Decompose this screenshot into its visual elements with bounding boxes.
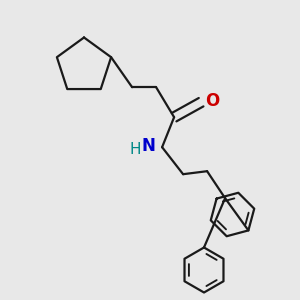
- Text: N: N: [142, 137, 155, 155]
- Text: H: H: [130, 142, 141, 157]
- Text: O: O: [205, 92, 219, 110]
